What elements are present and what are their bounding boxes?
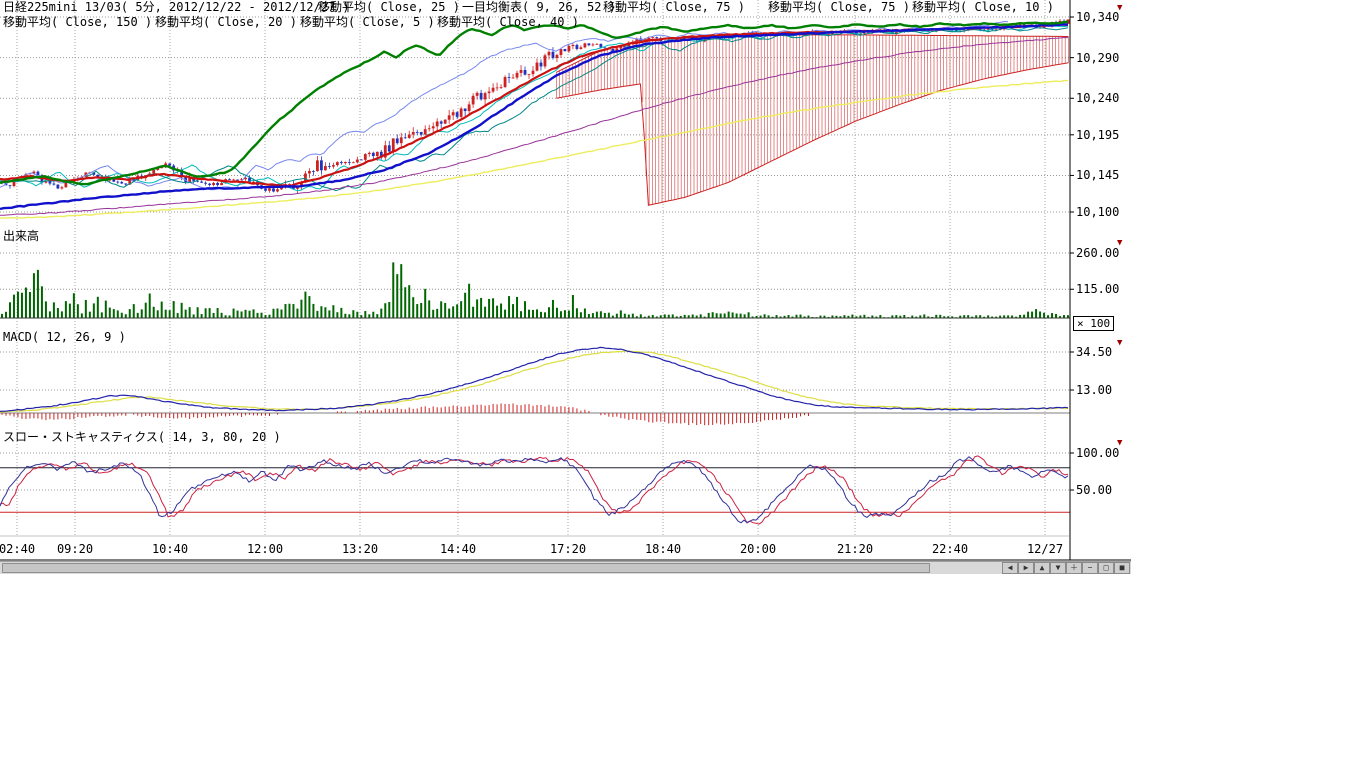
volume-panel-label: 出来高 xyxy=(3,230,39,243)
indicator-label: 移動平均( Close, 5 ) xyxy=(300,16,435,29)
macd-axis-label: 34.50 xyxy=(1076,346,1112,359)
time-tick-label: 10:40 xyxy=(152,543,188,556)
overlay-lines xyxy=(0,22,1068,219)
time-tick-label: 02:40 xyxy=(0,543,35,556)
price-axis-label: 10,145 xyxy=(1076,169,1119,182)
scrollbar-button[interactable]: − xyxy=(1082,562,1098,574)
time-axis: 02:40 09:20 10:40 12:00 13:20 14:40 17:20 18:40… xyxy=(0,543,1131,557)
scrollbar-button[interactable]: □ xyxy=(1098,562,1114,574)
macd-panel xyxy=(0,347,1070,425)
time-tick-label: 09:20 xyxy=(57,543,93,556)
price-axis-label: 10,100 xyxy=(1076,206,1119,219)
chart-application-window: 日経225mini 13/03( 5分, 2012/12/22 - 2012/1… xyxy=(0,0,1366,768)
scrollbar-button[interactable]: ◀ xyxy=(1002,562,1018,574)
scrollbar-button[interactable]: ＋ xyxy=(1066,562,1082,574)
chart-title: 日経225mini 13/03( 5分, 2012/12/22 - 2012/1… xyxy=(3,1,350,14)
indicator-label: 移動平均( Close, 10 ) xyxy=(912,1,1054,14)
time-tick-label: 20:00 xyxy=(740,543,776,556)
panel-dropdown-icon[interactable]: ▼ xyxy=(1117,337,1122,350)
macd-axis-label: 13.00 xyxy=(1076,384,1112,397)
stoch-panel-label: スロー・ストキャスティクス( 14, 3, 80, 20 ) xyxy=(3,431,281,444)
time-tick-label: 13:20 xyxy=(342,543,378,556)
volume-bars xyxy=(0,262,1070,318)
panel-dropdown-icon[interactable]: ▼ xyxy=(1117,2,1122,15)
panel-dropdown-icon[interactable]: ▼ xyxy=(1117,237,1122,250)
indicator-label: 移動平均( Close, 20 ) xyxy=(155,16,297,29)
scrollbar-button[interactable]: ▶ xyxy=(1018,562,1034,574)
price-axis-label: 10,195 xyxy=(1076,129,1119,142)
chart-canvas xyxy=(0,0,1131,561)
time-tick-label: 12:00 xyxy=(247,543,283,556)
time-tick-label: 21:20 xyxy=(837,543,873,556)
scrollbar-button[interactable]: ▲ xyxy=(1034,562,1050,574)
horizontal-scrollbar[interactable]: ◀▶▲▼＋−□■ xyxy=(0,561,1131,574)
ichimoku-cloud xyxy=(556,35,1068,205)
volume-axis-label: 260.00 xyxy=(1076,247,1119,260)
indicator-label: 移動平均( Close, 25 ) xyxy=(318,1,460,14)
indicator-label: 一目均衡表( 9, 26, 52 ) xyxy=(462,1,616,14)
indicator-label: 移動平均( Close, 75 ) xyxy=(603,1,745,14)
time-tick-label: 12/27 xyxy=(1027,543,1063,556)
indicator-label: 移動平均( Close, 150 ) xyxy=(3,16,152,29)
price-axis-label: 10,290 xyxy=(1076,52,1119,65)
volume-axis-label: 115.00 xyxy=(1076,283,1119,296)
indicator-label: 移動平均( Close, 75 ) xyxy=(768,1,910,14)
time-tick-label: 17:20 xyxy=(550,543,586,556)
stoch-axis-label: 100.00 xyxy=(1076,447,1119,460)
scrollbar-button[interactable]: ■ xyxy=(1114,562,1130,574)
scrollbar-button[interactable]: ▼ xyxy=(1050,562,1066,574)
price-axis-label: 10,340 xyxy=(1076,11,1119,24)
macd-panel-label: MACD( 12, 26, 9 ) xyxy=(3,331,126,344)
price-axis-label: 10,240 xyxy=(1076,92,1119,105)
time-tick-label: 14:40 xyxy=(440,543,476,556)
indicator-label: 移動平均( Close, 40 ) xyxy=(437,16,579,29)
panel-dropdown-icon[interactable]: ▼ xyxy=(1117,437,1122,450)
time-tick-label: 18:40 xyxy=(645,543,681,556)
scrollbar-thumb[interactable] xyxy=(2,563,930,573)
stoch-axis-label: 50.00 xyxy=(1076,484,1112,497)
time-tick-label: 22:40 xyxy=(932,543,968,556)
scrollbar-buttons: ◀▶▲▼＋−□■ xyxy=(1002,562,1130,575)
volume-unit-box: × 100 xyxy=(1073,316,1114,331)
